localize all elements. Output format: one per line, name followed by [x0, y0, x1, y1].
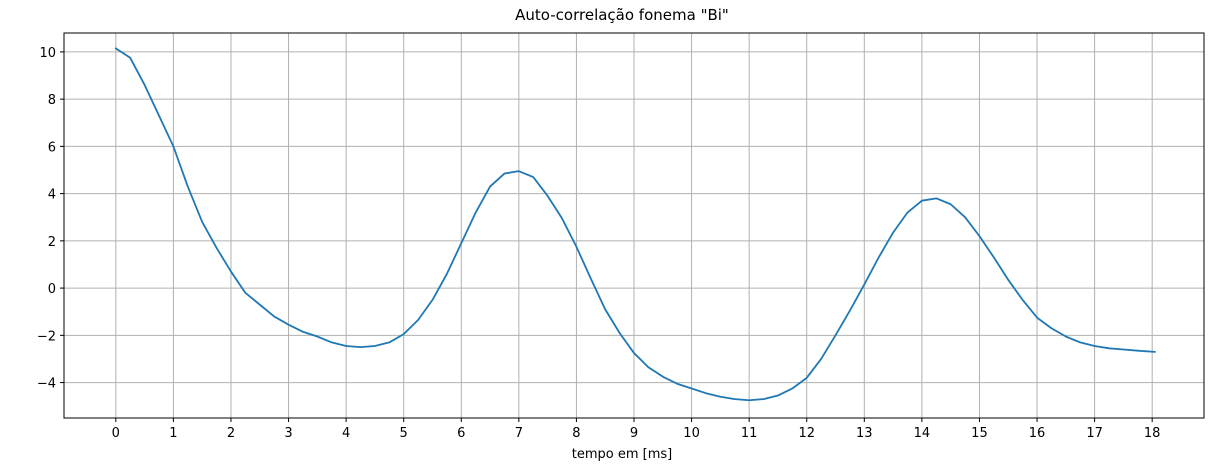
x-tick-label: 2 — [227, 426, 235, 441]
x-tick-label: 16 — [1029, 426, 1046, 441]
x-tick-label: 11 — [741, 426, 758, 441]
y-axis: −4 −2 0 2 4 6 8 10 — [37, 46, 64, 392]
x-tick-label: 13 — [856, 426, 873, 441]
x-tick-label: 5 — [400, 426, 408, 441]
y-tick-label: 10 — [39, 46, 56, 61]
grid — [64, 33, 1204, 418]
y-tick-label: −2 — [37, 329, 56, 344]
x-tick-label: 6 — [457, 426, 465, 441]
x-tick-label: 0 — [112, 426, 120, 441]
x-axis-label: tempo em [ms] — [572, 447, 672, 462]
x-tick-label: 8 — [572, 426, 580, 441]
x-tick-label: 18 — [1144, 426, 1161, 441]
x-tick-label: 9 — [630, 426, 638, 441]
x-tick-label: 12 — [798, 426, 815, 441]
y-tick-label: 0 — [48, 282, 56, 297]
x-tick-label: 4 — [342, 426, 350, 441]
y-tick-label: 6 — [48, 140, 56, 155]
x-axis: 0 1 2 3 4 5 6 7 8 9 10 11 12 13 14 15 16 17 18 — [112, 418, 1161, 441]
x-tick-label: 3 — [284, 426, 292, 441]
y-tick-label: 8 — [48, 93, 56, 108]
x-tick-label: 14 — [914, 426, 931, 441]
y-tick-label: 4 — [48, 188, 56, 203]
chart-title: Auto-correlação fonema "Bi" — [515, 6, 729, 24]
series-line-0 — [114, 47, 1156, 402]
x-tick-label: 15 — [971, 426, 988, 441]
y-tick-label: −4 — [37, 377, 56, 392]
x-tick-label: 1 — [169, 426, 177, 441]
x-tick-label: 7 — [515, 426, 523, 441]
x-tick-label: 10 — [683, 426, 700, 441]
x-tick-label: 17 — [1086, 426, 1103, 441]
series-layer — [114, 47, 1156, 402]
y-tick-label: 2 — [48, 235, 56, 250]
